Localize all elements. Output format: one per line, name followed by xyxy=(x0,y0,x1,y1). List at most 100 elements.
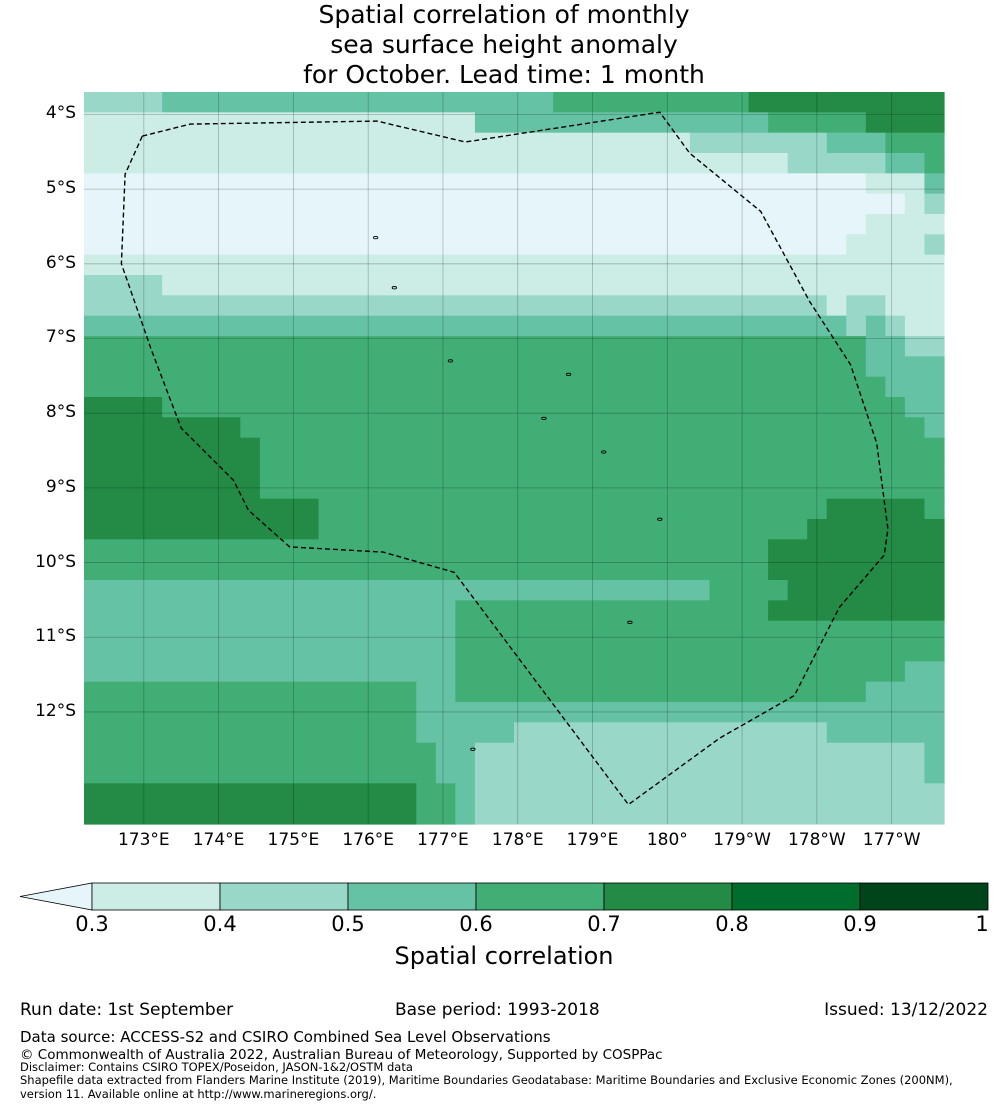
field-cell xyxy=(924,498,945,520)
field-cell xyxy=(689,132,828,154)
island xyxy=(601,450,607,454)
field-cell xyxy=(768,539,945,561)
field-cell xyxy=(865,336,906,357)
field-cell xyxy=(240,417,926,439)
field-cell xyxy=(84,132,691,154)
field-cell xyxy=(84,153,789,174)
colorbar-segment xyxy=(347,882,477,911)
field-cell xyxy=(84,641,456,662)
colorbar-tick-label: 0.4 xyxy=(203,912,237,936)
field-cell xyxy=(885,153,926,174)
longitude-label: 180° xyxy=(646,830,688,850)
field-cell xyxy=(865,681,945,703)
field-cell xyxy=(904,336,945,357)
field-cell xyxy=(474,783,945,805)
latitude-label: 7°S xyxy=(45,327,76,348)
field-cell xyxy=(84,275,163,296)
field-cell xyxy=(924,742,945,764)
field-cell xyxy=(846,315,867,337)
field-cell xyxy=(865,173,926,195)
field-cell xyxy=(84,580,711,601)
field-cell xyxy=(768,600,945,622)
island xyxy=(627,620,633,624)
field-cell xyxy=(84,559,769,581)
colorbar-segment xyxy=(731,882,861,911)
islands xyxy=(373,236,663,751)
field-cell xyxy=(924,234,945,256)
island xyxy=(470,747,476,751)
colorbar-segment xyxy=(219,882,349,911)
field-cell xyxy=(318,498,828,520)
field-cell xyxy=(84,295,828,317)
field-cell xyxy=(318,519,808,540)
latitude-label: 12°S xyxy=(35,700,76,721)
field-cell xyxy=(924,173,945,195)
field-cell xyxy=(435,742,476,764)
field-cell xyxy=(84,356,867,378)
latitude-label: 10°S xyxy=(35,551,76,572)
latitude-label: 9°S xyxy=(45,476,76,497)
field-cell xyxy=(259,478,945,500)
field-cell xyxy=(84,417,241,439)
field-cell xyxy=(84,742,437,764)
field-cell xyxy=(84,620,456,642)
colorbar xyxy=(19,882,989,911)
field-cell xyxy=(846,234,926,256)
latitude-label: 11°S xyxy=(35,626,76,647)
field-cell xyxy=(474,763,926,784)
field-cell xyxy=(514,722,828,744)
disclaimer: Disclaimer: Contains CSIRO TOPEX/Poseido… xyxy=(20,1060,413,1074)
field-cell xyxy=(84,234,847,256)
longitude-label: 178°E xyxy=(491,830,544,850)
eez-boundary xyxy=(120,111,889,806)
shapefile-credit-1: Shapefile data extracted from Flanders M… xyxy=(20,1073,953,1087)
field-cell xyxy=(924,763,945,784)
field-cell xyxy=(84,722,417,744)
graticule xyxy=(84,92,944,824)
field-cell xyxy=(846,295,886,317)
field-cell xyxy=(904,397,945,418)
base-period: Base period: 1993-2018 xyxy=(395,1000,600,1020)
field-cell xyxy=(416,803,456,825)
field-cell xyxy=(474,112,769,134)
field-cell xyxy=(826,295,847,317)
field-cell xyxy=(904,193,926,215)
field-cell xyxy=(455,783,476,805)
title-line-1: Spatial correlation of monthly xyxy=(318,0,690,29)
longitude-label: 175°E xyxy=(267,830,320,850)
colorbar-segment xyxy=(859,882,989,911)
field-cell xyxy=(553,92,750,113)
field-cell xyxy=(84,92,163,113)
longitude-label: 176°E xyxy=(342,830,395,850)
correlation-field xyxy=(84,92,945,825)
field-cell xyxy=(416,702,945,723)
colorbar-tick-label: 1 xyxy=(975,912,989,936)
longitude-label: 177°W xyxy=(862,830,921,850)
field-cell xyxy=(84,254,945,276)
field-cell xyxy=(885,295,945,317)
longitude-label: 177°E xyxy=(417,830,469,850)
field-cell xyxy=(416,783,456,805)
field-cell xyxy=(924,417,945,439)
field-cell xyxy=(416,681,456,703)
field-cell xyxy=(826,132,886,154)
run-date: Run date: 1st September xyxy=(20,1000,234,1020)
field-cell xyxy=(84,702,417,723)
field-cell xyxy=(885,132,945,154)
field-cell xyxy=(885,376,945,398)
field-cell xyxy=(787,580,945,601)
field-cell xyxy=(435,763,476,784)
field-cell xyxy=(904,315,945,337)
field-cell xyxy=(865,214,945,235)
field-cell xyxy=(924,193,945,215)
field-cell xyxy=(84,600,456,622)
field-cell xyxy=(84,315,847,337)
colorbar-tick-label: 0.5 xyxy=(331,912,365,936)
longitude-label: 174°E xyxy=(192,830,245,850)
field-cell xyxy=(84,376,886,398)
colorbar-extend-arrow xyxy=(19,882,93,911)
field-cell xyxy=(84,519,320,540)
data-source: Data source: ACCESS-S2 and CSIRO Combine… xyxy=(20,1028,551,1046)
longitude-label: 179°E xyxy=(566,830,619,850)
latitude-label: 8°S xyxy=(45,402,76,423)
